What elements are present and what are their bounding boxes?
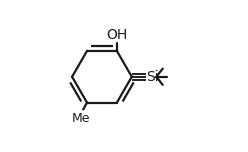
Text: OH: OH <box>106 28 127 41</box>
Text: Me: Me <box>72 112 91 125</box>
Text: Si: Si <box>147 70 159 84</box>
